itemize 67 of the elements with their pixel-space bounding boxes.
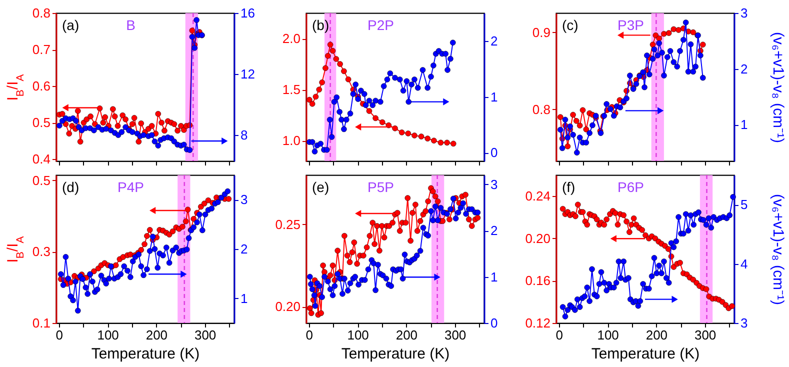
y2-tick-label: 3	[740, 6, 748, 20]
y-tick-label: 0.25	[275, 216, 300, 232]
y2-tick-label: 3	[740, 316, 748, 330]
y-tick-label: 1.0	[282, 133, 300, 148]
annotation: P5P	[368, 179, 394, 195]
x-tick-label: 200	[396, 328, 418, 342]
y-tick-label: 0.5	[32, 115, 50, 130]
x-tick-label: 0	[556, 328, 564, 342]
x-axis-title: Temperature (K)	[91, 346, 200, 362]
x-tick-label: 300	[444, 328, 466, 342]
x-tick-label: 0	[306, 328, 314, 342]
annotation: (f)	[562, 179, 576, 195]
y-tick-label: 0.3	[32, 244, 50, 260]
annotation: P4P	[118, 179, 144, 195]
annotation: (a)	[62, 17, 80, 33]
y-tick-label: 0.24	[525, 188, 550, 204]
y-tick-label: 1.5	[282, 82, 300, 98]
y2-axis-title: (v₆+v1)-v₈ (cm⁻¹)	[770, 32, 786, 144]
annotation: (c)	[562, 17, 578, 33]
x-tick-label: 200	[646, 328, 668, 342]
x-tick-label: 200	[146, 328, 168, 342]
x-axis-title: Temperature (K)	[341, 346, 450, 362]
annotation: P2P	[368, 17, 394, 33]
y-tick-label: 0.8	[532, 102, 550, 117]
y2-tick-label: 0	[490, 145, 498, 160]
y2-tick-label: 3	[490, 176, 498, 192]
y-tick-label: 0.8	[32, 6, 50, 20]
y-tick-label: 0.16	[525, 273, 550, 288]
y-tick-label: 0.4	[32, 152, 50, 167]
x-tick-label: 100	[97, 328, 119, 342]
y2-tick-label: 0	[490, 316, 498, 330]
x-tick-label: 100	[347, 328, 369, 342]
y2-tick-label: 16	[240, 6, 255, 20]
y2-tick-label: 8	[240, 128, 248, 143]
x-tick-label: 0	[56, 328, 64, 342]
y2-tick-label: 5	[740, 197, 748, 212]
y-tick-label: 2.0	[282, 31, 300, 46]
y-tick-label: 0.6	[32, 78, 50, 94]
x-tick-label: 100	[597, 328, 619, 342]
x-tick-label: 300	[194, 328, 216, 342]
y2-tick-label: 2	[490, 33, 498, 48]
y-tick-label: 0.5	[32, 172, 50, 188]
annotation: P3P	[618, 17, 644, 33]
y2-tick-label: 1	[490, 89, 498, 104]
y2-tick-label: 4	[740, 256, 748, 272]
annotation: P6P	[618, 179, 644, 195]
annotation: B	[126, 17, 136, 33]
y2-tick-label: 1	[240, 290, 248, 306]
y-tick-label: 0.7	[32, 42, 50, 58]
y2-tick-label: 2	[490, 223, 498, 238]
y2-tick-label: 1	[490, 269, 498, 284]
y2-tick-label: 12	[240, 66, 255, 82]
x-axis-title: Temperature (K)	[591, 346, 700, 362]
y2-axis-title: (v₆+v1)-v₈ (cm⁻¹)	[770, 194, 786, 306]
annotation: (e)	[312, 179, 330, 195]
y-tick-label: 0.20	[525, 230, 550, 246]
x-tick-label: 300	[694, 328, 716, 342]
annotation: (b)	[312, 17, 330, 33]
y2-tick-label: 3	[240, 192, 248, 208]
y2-tick-label: 1	[740, 117, 748, 132]
y2-tick-label: 2	[740, 61, 748, 76]
annotation: (d)	[62, 179, 80, 195]
y2-tick-label: 2	[240, 242, 248, 256]
y-tick-label: 0.12	[525, 316, 550, 330]
y-tick-label: 0.1	[32, 316, 50, 330]
y-tick-label: 0.9	[532, 24, 550, 40]
y-tick-label: 0.20	[275, 299, 300, 314]
